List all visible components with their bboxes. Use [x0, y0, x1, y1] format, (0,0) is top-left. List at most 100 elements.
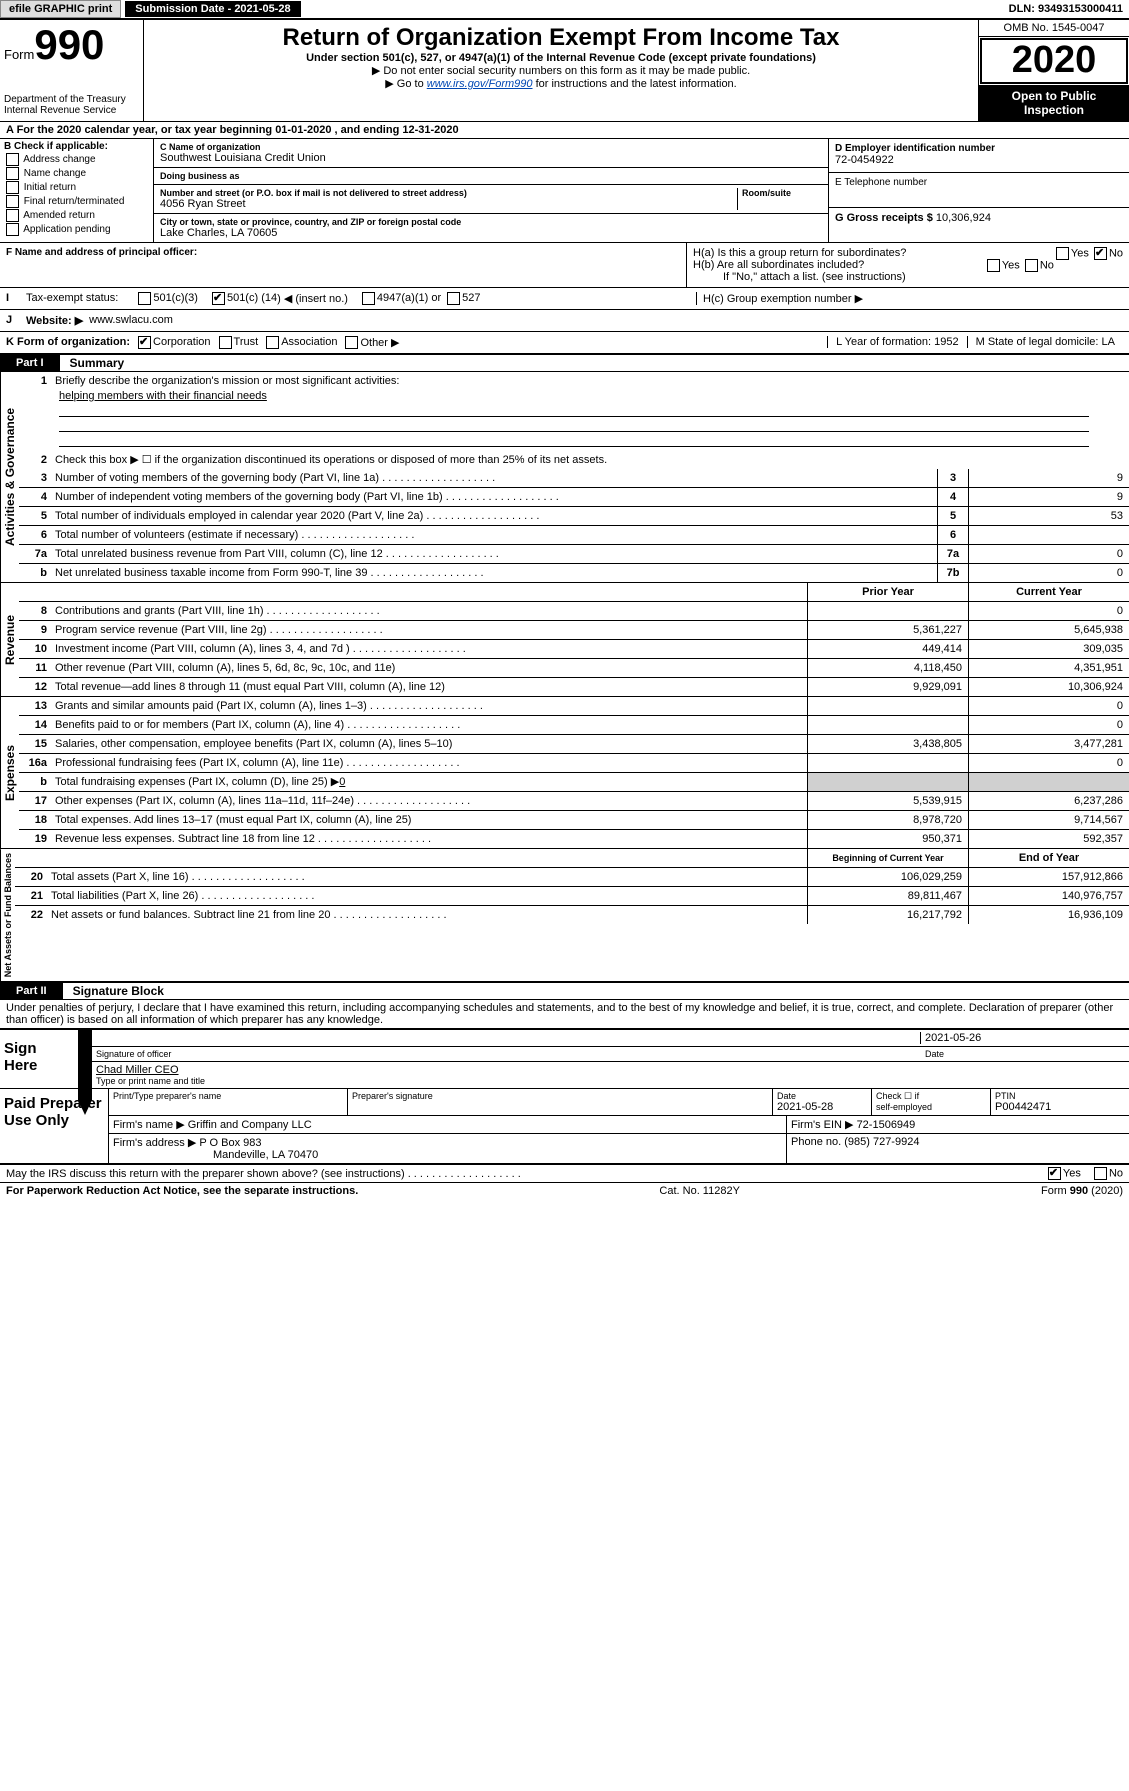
expenses-vlabel: Expenses [0, 697, 19, 848]
line-7b-val: 0 [968, 564, 1129, 582]
sign-date: 2021-05-26 [920, 1032, 1125, 1044]
form-header: Form990 Department of the Treasury Inter… [0, 20, 1129, 122]
ha-no-checkbox[interactable] [1094, 247, 1107, 260]
line-19-cur: 592,357 [968, 830, 1129, 848]
line-22-desc: Net assets or fund balances. Subtract li… [47, 908, 807, 922]
line-4-desc: Number of independent voting members of … [51, 490, 937, 504]
firm-phone: (985) 727-9924 [844, 1136, 919, 1148]
corp-checkbox[interactable] [138, 336, 151, 349]
row-i: I Tax-exempt status: 501(c)(3) 501(c) (1… [0, 288, 1129, 310]
org-name-label: C Name of organization [160, 142, 822, 152]
top-bar: efile GRAPHIC print Submission Date - 20… [0, 0, 1129, 20]
prior-year-header: Prior Year [807, 583, 968, 601]
line-5-val: 53 [968, 507, 1129, 525]
line-7b-desc: Net unrelated business taxable income fr… [51, 566, 937, 580]
street-label: Number and street (or P.O. box if mail i… [160, 188, 737, 198]
firm-address-2: Mandeville, LA 70470 [113, 1149, 782, 1161]
line-20-cur: 157,912,866 [968, 868, 1129, 886]
subtitle-2: ▶ Do not enter social security numbers o… [154, 64, 968, 77]
dept-treasury: Department of the Treasury [4, 94, 139, 105]
other-checkbox[interactable] [345, 336, 358, 349]
row-f-h: F Name and address of principal officer:… [0, 243, 1129, 288]
state-domicile: M State of legal domicile: LA [967, 336, 1123, 348]
line-13-cur: 0 [968, 697, 1129, 715]
tax-year: 2020 [980, 38, 1128, 84]
sig-officer-label: Signature of officer [96, 1049, 921, 1059]
line-20-desc: Total assets (Part X, line 16) [47, 870, 807, 884]
line-18-prior: 8,978,720 [807, 811, 968, 829]
officer-name: Chad Miller CEO [96, 1064, 1125, 1076]
assoc-checkbox[interactable] [266, 336, 279, 349]
gross-receipts-value: 10,306,924 [936, 212, 991, 224]
cat-number: Cat. No. 11282Y [659, 1185, 740, 1197]
501c3-checkbox[interactable] [138, 292, 151, 305]
line-11-cur: 4,351,951 [968, 659, 1129, 677]
sign-here-label: Sign Here [0, 1030, 78, 1088]
form-title: Return of Organization Exempt From Incom… [154, 24, 968, 52]
instructions-link[interactable]: www.irs.gov/Form990 [427, 78, 533, 90]
ha-yes-checkbox[interactable] [1056, 247, 1069, 260]
discuss-yes-checkbox[interactable] [1048, 1167, 1061, 1180]
line-7a-desc: Total unrelated business revenue from Pa… [51, 547, 937, 561]
hb-no-checkbox[interactable] [1025, 259, 1038, 272]
part-ii-header: Part II Signature Block [0, 982, 1129, 1000]
mission-text: helping members with their financial nee… [59, 390, 267, 402]
ein-value: 72-0454922 [835, 154, 1123, 166]
form-number: 990 [34, 21, 104, 68]
section-b-to-g: B Check if applicable: Address change Na… [0, 139, 1129, 243]
line-19-prior: 950,371 [807, 830, 968, 848]
checkbox-address-change[interactable] [6, 153, 19, 166]
revenue-section: Revenue Prior YearCurrent Year 8Contribu… [0, 583, 1129, 697]
501c-checkbox[interactable] [212, 292, 225, 305]
line-17-cur: 6,237,286 [968, 792, 1129, 810]
527-checkbox[interactable] [447, 292, 460, 305]
line-9-desc: Program service revenue (Part VIII, line… [51, 623, 807, 637]
line-21-cur: 140,976,757 [968, 887, 1129, 905]
discuss-no-checkbox[interactable] [1094, 1167, 1107, 1180]
checkbox-amended-return[interactable] [6, 209, 19, 222]
line-13-desc: Grants and similar amounts paid (Part IX… [51, 699, 807, 713]
box-f: F Name and address of principal officer: [0, 243, 686, 287]
checkbox-final-return[interactable] [6, 195, 19, 208]
line-3-desc: Number of voting members of the governin… [51, 471, 937, 485]
line-7a-val: 0 [968, 545, 1129, 563]
line-9-cur: 5,645,938 [968, 621, 1129, 639]
hb-label: H(b) Are all subordinates included? [693, 259, 864, 271]
room-label: Room/suite [742, 188, 822, 198]
checkbox-application-pending[interactable] [6, 223, 19, 236]
line-5-desc: Total number of individuals employed in … [51, 509, 937, 523]
perjury-statement: Under penalties of perjury, I declare th… [0, 1000, 1129, 1028]
checkbox-name-change[interactable] [6, 167, 19, 180]
box-d-e-g: D Employer identification number 72-0454… [828, 139, 1129, 242]
line-6-val [968, 526, 1129, 544]
line-2-desc: Check this box ▶ ☐ if the organization d… [51, 452, 1129, 467]
city-label: City or town, state or province, country… [160, 217, 822, 227]
line-22-prior: 16,217,792 [807, 906, 968, 924]
org-name: Southwest Louisiana Credit Union [160, 152, 822, 164]
ha-label: H(a) Is this a group return for subordin… [693, 247, 906, 259]
hb-yes-checkbox[interactable] [987, 259, 1000, 272]
trust-checkbox[interactable] [219, 336, 232, 349]
line-15-prior: 3,438,805 [807, 735, 968, 753]
line-15-cur: 3,477,281 [968, 735, 1129, 753]
line-21-prior: 89,811,467 [807, 887, 968, 905]
line-21-desc: Total liabilities (Part X, line 26) [47, 889, 807, 903]
line-18-desc: Total expenses. Add lines 13–17 (must eq… [51, 813, 807, 827]
subtitle-3: ▶ Go to www.irs.gov/Form990 for instruct… [154, 77, 968, 90]
year-formation: L Year of formation: 1952 [827, 336, 967, 348]
line-12-cur: 10,306,924 [968, 678, 1129, 696]
submission-date: Submission Date - 2021-05-28 [125, 1, 300, 17]
efile-print-button[interactable]: efile GRAPHIC print [0, 0, 121, 18]
line-3-val: 9 [968, 469, 1129, 487]
line-10-desc: Investment income (Part VIII, column (A)… [51, 642, 807, 656]
line-4-val: 9 [968, 488, 1129, 506]
prep-name-label: Print/Type preparer's name [109, 1089, 348, 1115]
line-9-prior: 5,361,227 [807, 621, 968, 639]
irs-label: Internal Revenue Service [4, 105, 139, 116]
line-20-prior: 106,029,259 [807, 868, 968, 886]
line-10-prior: 449,414 [807, 640, 968, 658]
4947-checkbox[interactable] [362, 292, 375, 305]
subtitle-1: Under section 501(c), 527, or 4947(a)(1)… [154, 52, 968, 64]
checkbox-initial-return[interactable] [6, 181, 19, 194]
part-i-tab: Part I [0, 355, 60, 371]
